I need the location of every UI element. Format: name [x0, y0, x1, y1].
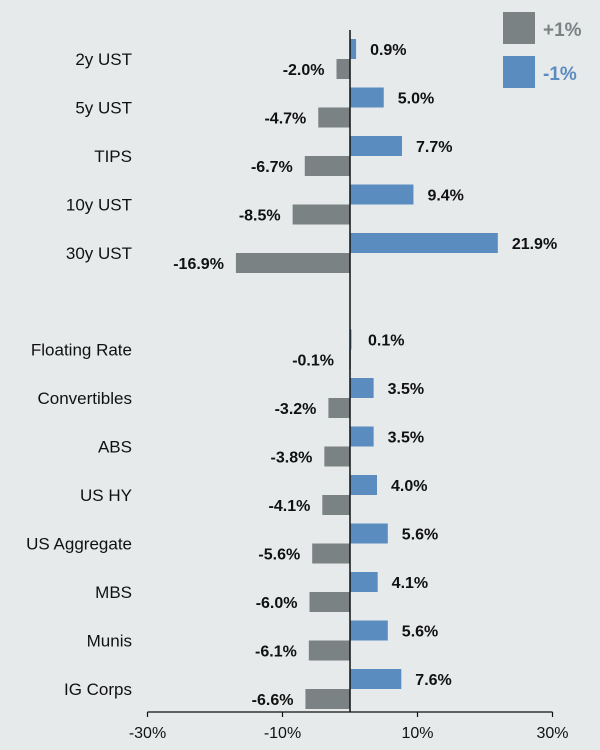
value-label-plus1: -0.1% — [292, 353, 334, 370]
legend: +1% -1% — [503, 12, 582, 88]
value-label-minus1: 5.0% — [398, 91, 434, 108]
category-label: 5y UST — [75, 99, 132, 118]
legend-swatch-minus1 — [503, 56, 535, 88]
bar-minus1-2 — [350, 136, 402, 156]
bar-plus1-6 — [328, 398, 350, 418]
bar-minus1-7 — [350, 426, 374, 447]
value-label-plus1: -4.1% — [269, 498, 311, 515]
value-label-minus1: 7.7% — [416, 139, 452, 156]
bar-plus1-11 — [308, 640, 350, 661]
legend-label-minus1: -1% — [543, 64, 577, 85]
value-label-minus1: 4.0% — [391, 478, 427, 495]
bar-minus1-8 — [350, 475, 377, 495]
labels-layer: 2y UST 0.9% -2.0% 5y UST 5.0% -4.7% TIPS 7.7% -6… — [26, 42, 557, 709]
x-tick-label: 10% — [401, 725, 433, 742]
bar-plus1-7 — [324, 446, 350, 467]
bar-plus1-8 — [322, 495, 350, 515]
bars-layer — [235, 39, 498, 709]
bar-plus1-12 — [305, 689, 350, 709]
bar-plus1-4 — [235, 253, 350, 273]
category-label: Munis — [87, 632, 132, 651]
value-label-plus1: -16.9% — [173, 256, 224, 273]
category-label: MBS — [95, 583, 132, 602]
category-label: Floating Rate — [31, 341, 132, 360]
bar-minus1-0 — [350, 39, 357, 59]
value-label-plus1: -3.8% — [271, 450, 313, 467]
value-label-minus1: 4.1% — [392, 575, 428, 592]
x-tick-label: -30% — [129, 725, 166, 742]
bar-minus1-1 — [350, 87, 384, 108]
value-label-minus1: 3.5% — [388, 381, 424, 398]
value-label-plus1: -8.5% — [239, 208, 281, 225]
bar-minus1-12 — [350, 669, 402, 689]
value-label-plus1: -4.7% — [264, 111, 306, 128]
category-label: IG Corps — [64, 680, 132, 699]
bar-plus1-3 — [292, 204, 350, 225]
bar-minus1-3 — [350, 184, 414, 205]
bar-minus1-10 — [350, 572, 378, 592]
value-label-minus1: 0.9% — [370, 42, 406, 59]
value-label-minus1: 0.1% — [368, 333, 404, 350]
value-label-minus1: 5.6% — [402, 527, 438, 544]
value-label-plus1: -6.1% — [255, 644, 297, 661]
value-label-plus1: -6.7% — [251, 159, 293, 176]
value-label-plus1: -5.6% — [258, 547, 300, 564]
category-label: US HY — [80, 486, 132, 505]
value-label-plus1: -3.2% — [275, 401, 317, 418]
bar-plus1-0 — [336, 59, 350, 79]
category-label: 30y UST — [66, 244, 132, 263]
value-label-minus1: 3.5% — [388, 430, 424, 447]
bar-plus1-1 — [318, 107, 350, 128]
x-tick-label: -10% — [264, 725, 301, 742]
value-label-plus1: -6.6% — [252, 692, 294, 709]
category-label: US Aggregate — [26, 535, 132, 554]
category-label: 2y UST — [75, 50, 132, 69]
value-label-minus1: 7.6% — [415, 672, 451, 689]
bar-minus1-11 — [350, 620, 388, 641]
value-label-minus1: 21.9% — [512, 236, 557, 253]
category-label: TIPS — [94, 147, 132, 166]
bar-plus1-10 — [309, 592, 350, 612]
category-label: 10y UST — [66, 196, 132, 215]
bar-minus1-6 — [350, 378, 374, 398]
bar-minus1-4 — [350, 233, 498, 253]
value-label-minus1: 5.6% — [402, 624, 438, 641]
category-label: Convertibles — [38, 389, 133, 408]
value-label-plus1: -6.0% — [256, 595, 298, 612]
category-label: ABS — [98, 438, 132, 457]
bar-minus1-9 — [350, 523, 388, 544]
value-label-plus1: -2.0% — [283, 62, 325, 79]
axes-layer: -30% -10% 10% 30% — [129, 30, 569, 742]
value-label-minus1: 9.4% — [427, 188, 463, 205]
legend-label-plus1: +1% — [543, 20, 582, 41]
bar-plus1-9 — [312, 543, 350, 564]
bar-plus1-2 — [304, 156, 350, 176]
x-tick-label: 30% — [536, 725, 568, 742]
legend-swatch-plus1 — [503, 12, 535, 44]
